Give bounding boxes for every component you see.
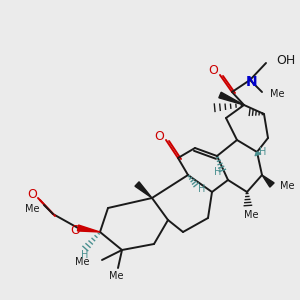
Text: H: H	[198, 184, 206, 194]
Text: Me: Me	[109, 271, 123, 281]
Text: OH: OH	[276, 55, 295, 68]
Text: N: N	[246, 75, 258, 89]
Text: O: O	[27, 188, 37, 200]
Text: Me: Me	[270, 89, 284, 99]
Text: Me: Me	[280, 181, 295, 191]
Polygon shape	[135, 182, 152, 198]
Polygon shape	[219, 92, 244, 105]
Polygon shape	[77, 225, 100, 232]
Text: O: O	[70, 224, 80, 236]
Polygon shape	[262, 175, 274, 187]
Text: Me: Me	[76, 257, 90, 267]
Text: O: O	[154, 130, 164, 142]
Text: Me: Me	[244, 210, 258, 220]
Text: H: H	[81, 250, 89, 260]
Text: Me: Me	[25, 204, 39, 214]
Text: H: H	[214, 167, 222, 177]
Text: O: O	[208, 64, 218, 77]
Text: H: H	[259, 147, 267, 157]
